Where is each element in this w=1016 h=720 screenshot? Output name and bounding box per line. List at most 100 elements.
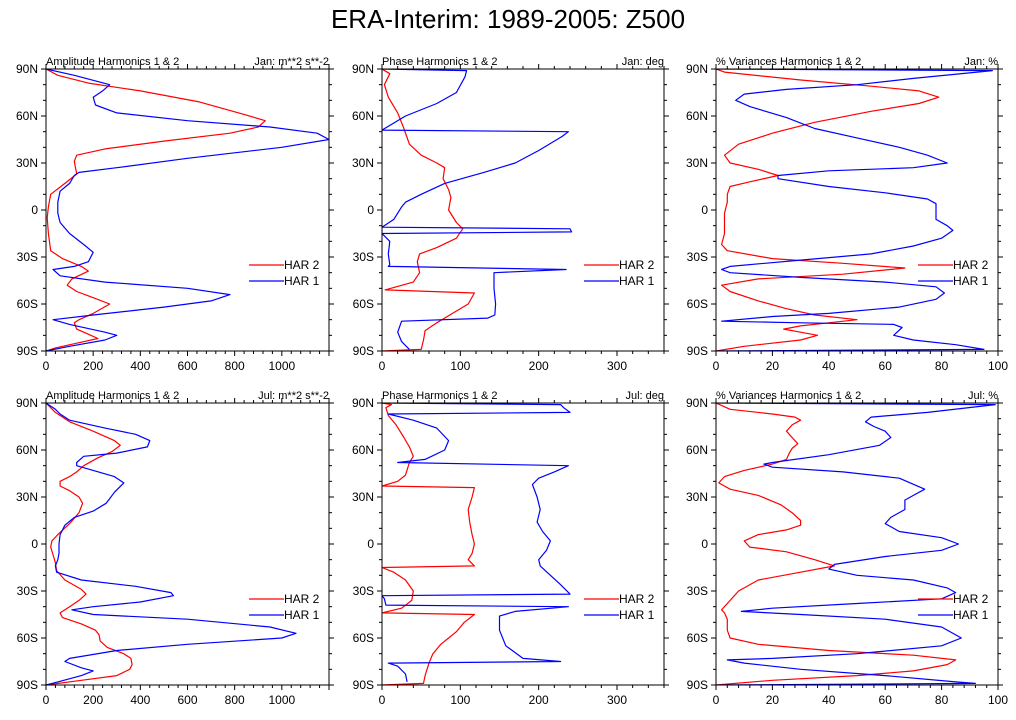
y-tick-label: 60N xyxy=(686,443,708,457)
y-tick-label: 0 xyxy=(367,537,374,551)
panel-title-left: % Variances Harmonics 1 & 2 xyxy=(716,390,861,402)
x-tick-label: 0 xyxy=(713,693,720,707)
y-tick-label: 30S xyxy=(353,584,374,598)
y-tick-label: 60S xyxy=(687,631,708,645)
legend-label: HAR 1 xyxy=(953,274,989,288)
x-tick-label: 400 xyxy=(130,359,150,373)
panel-title-left: Amplitude Harmonics 1 & 2 xyxy=(46,390,179,402)
panel-title-left: % Variances Harmonics 1 & 2 xyxy=(716,56,861,68)
y-tick-label: 30S xyxy=(687,584,708,598)
y-tick-label: 60N xyxy=(16,109,38,123)
x-tick-label: 0 xyxy=(43,693,50,707)
y-tick-label: 30S xyxy=(687,250,708,264)
plot-frame xyxy=(45,68,330,352)
legend-label: HAR 2 xyxy=(619,258,655,272)
legend-label: HAR 2 xyxy=(284,592,320,606)
y-tick-label: 30S xyxy=(17,584,38,598)
y-tick-label: 90S xyxy=(353,344,374,358)
panel-title-right: Jul: % xyxy=(968,390,998,402)
legend-label: HAR 2 xyxy=(953,592,989,606)
y-tick-label: 60N xyxy=(16,443,38,457)
series-line-har-2 xyxy=(716,69,940,351)
panel-title-right: Jan: deg xyxy=(622,56,664,68)
x-tick-label: 100 xyxy=(450,359,470,373)
y-tick-label: 90N xyxy=(16,396,38,410)
panel-title-right: Jan: m**2 s**-2 xyxy=(254,56,329,68)
plot-frame xyxy=(715,402,999,686)
panel-2: Phase Harmonics 1 & 2 Jan: deg 90N 60N 30N 0 3… xyxy=(352,56,669,373)
x-tick-label: 200 xyxy=(529,359,549,373)
y-tick-label: 0 xyxy=(367,203,374,217)
panel-title-left: Amplitude Harmonics 1 & 2 xyxy=(46,56,179,68)
x-tick-label: 1000 xyxy=(268,693,295,707)
y-tick-label: 30N xyxy=(16,156,38,170)
legend-label: HAR 1 xyxy=(284,608,320,622)
plot-frame xyxy=(715,68,999,352)
series-line-har-1 xyxy=(46,403,297,685)
plot-frame xyxy=(381,68,665,352)
series-line-har-1 xyxy=(382,69,573,350)
panel-title-left: Phase Harmonics 1 & 2 xyxy=(382,390,498,402)
x-tick-label: 100 xyxy=(988,359,1008,373)
y-tick-label: 30N xyxy=(352,156,374,170)
y-tick-label: 30N xyxy=(686,490,708,504)
panel-3: % Variances Harmonics 1 & 2 Jan: % 90N 60N 3… xyxy=(686,56,1008,373)
legend-label: HAR 1 xyxy=(619,608,655,622)
series-line-har-2 xyxy=(382,403,475,685)
x-tick-label: 60 xyxy=(879,359,893,373)
x-tick-label: 60 xyxy=(879,693,893,707)
panel-title-left: Phase Harmonics 1 & 2 xyxy=(382,56,498,68)
series-line-har-2 xyxy=(716,403,957,685)
series-line-har-1 xyxy=(716,69,993,351)
panel-1: Amplitude Harmonics 1 & 2 Jan: m**2 s**-2… xyxy=(16,56,334,373)
y-tick-label: 60S xyxy=(353,297,374,311)
y-tick-label: 0 xyxy=(31,537,38,551)
y-tick-label: 30N xyxy=(352,490,374,504)
series-line-har-1 xyxy=(382,403,571,683)
series-line-har-2 xyxy=(46,69,266,351)
x-tick-label: 200 xyxy=(529,693,549,707)
figure-title: ERA-Interim: 1989-2005: Z500 xyxy=(330,4,686,34)
y-tick-label: 30S xyxy=(353,250,374,264)
y-tick-label: 90N xyxy=(686,396,708,410)
x-tick-label: 80 xyxy=(935,693,949,707)
x-tick-label: 20 xyxy=(766,693,780,707)
y-tick-label: 90S xyxy=(687,678,708,692)
y-tick-label: 90S xyxy=(687,344,708,358)
y-tick-label: 60N xyxy=(352,109,374,123)
y-tick-label: 60S xyxy=(687,297,708,311)
y-tick-label: 90N xyxy=(686,62,708,76)
plot-frame xyxy=(381,402,665,686)
legend-label: HAR 2 xyxy=(953,258,989,272)
plot-frame xyxy=(45,402,330,686)
x-tick-label: 300 xyxy=(607,693,627,707)
x-tick-label: 0 xyxy=(379,693,386,707)
x-tick-label: 800 xyxy=(225,359,245,373)
y-tick-label: 60S xyxy=(353,631,374,645)
series-line-har-1 xyxy=(46,69,329,351)
x-tick-label: 40 xyxy=(822,693,836,707)
y-tick-label: 90S xyxy=(17,678,38,692)
y-tick-label: 60N xyxy=(686,109,708,123)
y-tick-label: 60N xyxy=(352,443,374,457)
x-tick-label: 40 xyxy=(822,359,836,373)
y-tick-label: 90S xyxy=(17,344,38,358)
series-line-har-2 xyxy=(382,69,475,351)
panel-title-right: Jul: m**2 s**-2 xyxy=(258,390,329,402)
x-tick-label: 600 xyxy=(177,693,197,707)
legend-label: HAR 1 xyxy=(619,274,655,288)
panel-5: Phase Harmonics 1 & 2 Jul: deg 90N 60N 30N 0 3… xyxy=(352,390,669,707)
x-tick-label: 0 xyxy=(713,359,720,373)
y-tick-label: 90N xyxy=(352,62,374,76)
x-tick-label: 80 xyxy=(935,359,949,373)
y-tick-label: 90N xyxy=(352,396,374,410)
x-tick-label: 600 xyxy=(177,359,197,373)
series-line-har-2 xyxy=(46,403,133,685)
y-tick-label: 60S xyxy=(17,631,38,645)
y-tick-label: 30N xyxy=(16,490,38,504)
y-tick-label: 0 xyxy=(701,537,708,551)
x-tick-label: 300 xyxy=(607,359,627,373)
series-line-har-1 xyxy=(716,403,996,685)
x-tick-label: 200 xyxy=(83,359,103,373)
